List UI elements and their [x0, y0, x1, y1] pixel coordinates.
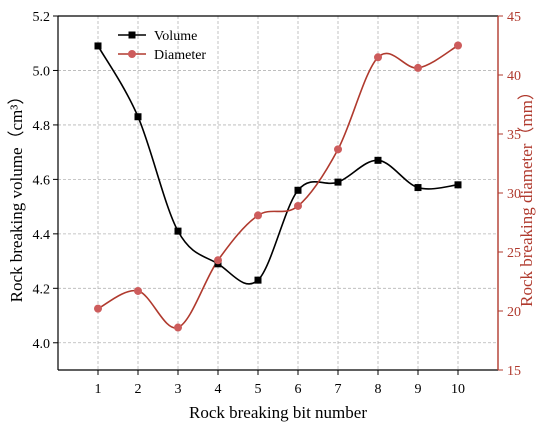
series-diameter-curve	[97, 44, 459, 329]
right-y-tick-label: 15	[507, 364, 521, 379]
volume-data-point	[174, 227, 182, 235]
diameter-data-point	[254, 211, 262, 220]
volume-data-point	[94, 42, 102, 50]
legend-volume-label: Volume	[154, 29, 197, 44]
left-y-axis-unit: （cm³）	[7, 88, 26, 148]
grid-lines	[58, 15, 498, 370]
diameter-data-point	[334, 145, 342, 154]
left-y-tick-label: 4.4	[33, 228, 51, 243]
diameter-data-point	[374, 53, 382, 62]
left-y-tick-label: 4.0	[33, 337, 51, 352]
diameter-data-point	[174, 323, 182, 332]
volume-data-point	[254, 276, 262, 284]
right-y-tick-label: 25	[507, 246, 521, 261]
legend-diameter-label: Diameter	[154, 48, 206, 63]
diameter-data-point	[94, 304, 102, 313]
diameter-data-point	[214, 256, 222, 265]
legend-volume-marker	[128, 31, 136, 39]
volume-data-point	[134, 113, 142, 121]
series-markers	[94, 41, 462, 332]
x-tick-label: 3	[175, 382, 182, 397]
volume-data-point	[294, 186, 302, 194]
right-y-tick-label: 45	[507, 10, 521, 25]
right-y-tick-label: 40	[507, 69, 521, 84]
volume-data-point	[454, 181, 462, 189]
diameter-data-point	[454, 41, 462, 50]
right-y-axis-title: Rock breaking diameter（mm）	[517, 83, 536, 307]
x-tick-label: 10	[451, 382, 465, 397]
right-y-tick-label: 30	[507, 187, 521, 202]
x-tick-label: 7	[335, 382, 342, 397]
x-tick-label: 4	[215, 382, 222, 397]
left-y-tick-label: 5.2	[33, 10, 51, 25]
x-tick-label: 2	[135, 382, 142, 397]
right-y-tick-label: 35	[507, 128, 521, 143]
volume-data-point	[374, 156, 382, 164]
series-volume-curve	[97, 45, 459, 285]
left-y-tick-label: 5.0	[33, 64, 51, 79]
legend-diameter-marker	[128, 50, 136, 58]
volume-data-point	[414, 184, 422, 192]
axes	[53, 15, 503, 375]
x-tick-label: 5	[255, 382, 262, 397]
x-axis-title: Rock breaking bit number	[189, 403, 367, 422]
legend: Volume Diameter	[118, 29, 206, 63]
x-tick-label: 6	[295, 382, 302, 397]
left-y-tick-label: 4.6	[33, 173, 51, 188]
tick-labels: 1 2 3 4 5 6 7 8 9 104.04.24.44.64.85.05.215202530…	[33, 10, 522, 397]
series-curves	[97, 44, 459, 329]
right-y-tick-label: 20	[507, 305, 521, 320]
left-y-tick-label: 4.8	[33, 119, 51, 134]
x-tick-label: 8	[375, 382, 382, 397]
diameter-data-point	[294, 201, 302, 210]
left-y-axis-title: Rock breaking volume（cm³）	[7, 88, 26, 303]
right-y-axis-title-text: Rock breaking diameter	[517, 143, 536, 307]
x-tick-label: 9	[415, 382, 422, 397]
x-tick-label: 1	[95, 382, 102, 397]
diameter-data-point	[414, 63, 422, 72]
diameter-data-point	[134, 286, 142, 295]
right-y-axis-unit: （mm）	[517, 83, 536, 143]
left-y-tick-label: 4.2	[33, 282, 51, 297]
volume-data-point	[334, 178, 342, 186]
left-y-axis-title-text: Rock breaking volume	[7, 148, 26, 303]
